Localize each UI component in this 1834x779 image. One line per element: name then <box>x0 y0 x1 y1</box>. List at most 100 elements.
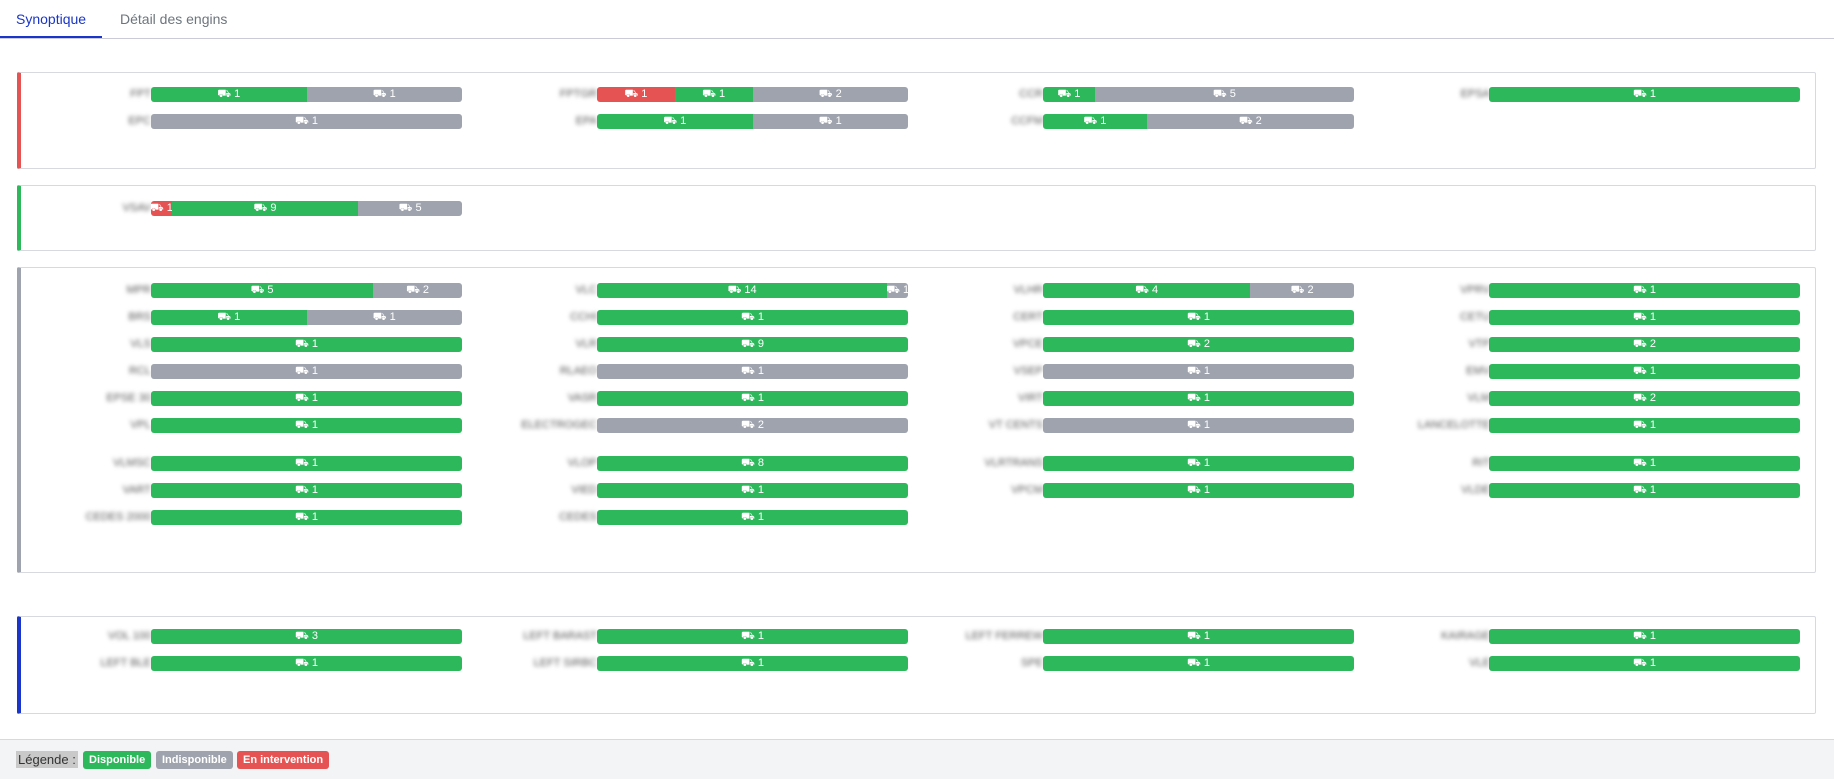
segment-intervention[interactable]: ⛟ 1 <box>597 87 675 102</box>
availability-bar[interactable]: ⛟ 5 ⛟ 2 <box>151 283 462 298</box>
segment-indisponible[interactable]: ⛟ 1 <box>1043 418 1354 433</box>
segment-disponible[interactable]: ⛟ 1 <box>1489 629 1800 644</box>
availability-bar[interactable]: ⛟ 1 ⛟ 9 ⛟ 5 <box>151 201 462 216</box>
availability-bar[interactable]: ⛟ 1 <box>151 418 462 433</box>
availability-bar[interactable]: ⛟ 1 <box>1489 418 1800 433</box>
availability-bar[interactable]: ⛟ 1 <box>597 483 908 498</box>
segment-disponible[interactable]: ⛟ 2 <box>1043 337 1354 352</box>
segment-disponible[interactable]: ⛟ 1 <box>151 456 462 471</box>
availability-bar[interactable]: ⛟ 2 <box>1489 391 1800 406</box>
segment-indisponible[interactable]: ⛟ 1 <box>306 310 462 325</box>
availability-bar[interactable]: ⛟ 1 <box>1489 656 1800 671</box>
availability-bar[interactable]: ⛟ 1 <box>597 629 908 644</box>
availability-bar[interactable]: ⛟ 1 <box>151 364 462 379</box>
segment-disponible[interactable]: ⛟ 1 <box>151 337 462 352</box>
availability-bar[interactable]: ⛟ 1 ⛟ 5 <box>1043 87 1354 102</box>
segment-disponible[interactable]: ⛟ 5 <box>151 283 374 298</box>
segment-indisponible[interactable]: ⛟ 1 <box>887 283 908 298</box>
availability-bar[interactable]: ⛟ 1 <box>151 456 462 471</box>
segment-disponible[interactable]: ⛟ 1 <box>1043 114 1147 129</box>
segment-disponible[interactable]: ⛟ 1 <box>151 87 307 102</box>
availability-bar[interactable]: ⛟ 8 <box>597 456 908 471</box>
availability-bar[interactable]: ⛟ 2 <box>1489 337 1800 352</box>
segment-disponible[interactable]: ⛟ 1 <box>1489 456 1800 471</box>
tab-synoptique[interactable]: Synoptique <box>0 0 103 38</box>
availability-bar[interactable]: ⛟ 1 ⛟ 2 <box>1043 114 1354 129</box>
segment-disponible[interactable]: ⛟ 1 <box>597 391 908 406</box>
segment-indisponible[interactable]: ⛟ 2 <box>373 283 462 298</box>
segment-disponible[interactable]: ⛟ 1 <box>1043 87 1095 102</box>
segment-indisponible[interactable]: ⛟ 1 <box>752 114 908 129</box>
segment-disponible[interactable]: ⛟ 4 <box>1043 283 1251 298</box>
availability-bar[interactable]: ⛟ 1 ⛟ 1 <box>597 114 908 129</box>
availability-bar[interactable]: ⛟ 1 <box>1489 483 1800 498</box>
availability-bar[interactable]: ⛟ 1 <box>151 483 462 498</box>
segment-disponible[interactable]: ⛟ 8 <box>597 456 908 471</box>
segment-indisponible[interactable]: ⛟ 1 <box>597 364 908 379</box>
segment-indisponible[interactable]: ⛟ 2 <box>1146 114 1354 129</box>
availability-bar[interactable]: ⛟ 1 <box>151 656 462 671</box>
availability-bar[interactable]: ⛟ 1 <box>151 510 462 525</box>
availability-bar[interactable]: ⛟ 1 <box>151 337 462 352</box>
segment-indisponible[interactable]: ⛟ 1 <box>1043 364 1354 379</box>
segment-disponible[interactable]: ⛟ 1 <box>151 310 307 325</box>
segment-disponible[interactable]: ⛟ 1 <box>1043 310 1354 325</box>
segment-disponible[interactable]: ⛟ 1 <box>1489 283 1800 298</box>
segment-disponible[interactable]: ⛟ 9 <box>597 337 908 352</box>
segment-disponible[interactable]: ⛟ 1 <box>1043 483 1354 498</box>
segment-intervention[interactable]: ⛟ 1 <box>151 201 172 216</box>
segment-disponible[interactable]: ⛟ 1 <box>1489 310 1800 325</box>
availability-bar[interactable]: ⛟ 1 <box>597 310 908 325</box>
availability-bar[interactable]: ⛟ 1 <box>597 656 908 671</box>
segment-indisponible[interactable]: ⛟ 2 <box>597 418 908 433</box>
segment-disponible[interactable]: ⛟ 1 <box>1489 364 1800 379</box>
segment-disponible[interactable]: ⛟ 1 <box>151 418 462 433</box>
segment-indisponible[interactable]: ⛟ 2 <box>1250 283 1354 298</box>
segment-disponible[interactable]: ⛟ 1 <box>1043 391 1354 406</box>
segment-disponible[interactable]: ⛟ 1 <box>597 483 908 498</box>
availability-bar[interactable]: ⛟ 1 <box>1489 310 1800 325</box>
segment-disponible[interactable]: ⛟ 1 <box>151 391 462 406</box>
availability-bar[interactable]: ⛟ 1 ⛟ 1 ⛟ 2 <box>597 87 908 102</box>
segment-disponible[interactable]: ⛟ 1 <box>1043 656 1354 671</box>
segment-indisponible[interactable]: ⛟ 5 <box>358 201 462 216</box>
segment-disponible[interactable]: ⛟ 1 <box>1489 656 1800 671</box>
tab-detail-engins[interactable]: Détail des engins <box>120 11 228 27</box>
availability-bar[interactable]: ⛟ 4 ⛟ 2 <box>1043 283 1354 298</box>
availability-bar[interactable]: ⛟ 1 <box>1043 310 1354 325</box>
segment-disponible[interactable]: ⛟ 1 <box>597 510 908 525</box>
availability-bar[interactable]: ⛟ 1 <box>1489 364 1800 379</box>
availability-bar[interactable]: ⛟ 1 <box>1043 391 1354 406</box>
segment-disponible[interactable]: ⛟ 1 <box>1043 456 1354 471</box>
segment-disponible[interactable]: ⛟ 1 <box>597 629 908 644</box>
availability-bar[interactable]: ⛟ 2 <box>1043 337 1354 352</box>
segment-indisponible[interactable]: ⛟ 1 <box>306 87 462 102</box>
segment-disponible[interactable]: ⛟ 9 <box>171 201 359 216</box>
availability-bar[interactable]: ⛟ 1 <box>1489 629 1800 644</box>
segment-indisponible[interactable]: ⛟ 1 <box>151 364 462 379</box>
availability-bar[interactable]: ⛟ 14 ⛟ 1 <box>597 283 908 298</box>
availability-bar[interactable]: ⛟ 1 ⛟ 1 <box>151 87 462 102</box>
availability-bar[interactable]: ⛟ 1 <box>597 391 908 406</box>
segment-disponible[interactable]: ⛟ 3 <box>151 629 462 644</box>
availability-bar[interactable]: ⛟ 1 <box>151 391 462 406</box>
availability-bar[interactable]: ⛟ 1 ⛟ 1 <box>151 310 462 325</box>
segment-disponible[interactable]: ⛟ 1 <box>1489 87 1800 102</box>
availability-bar[interactable]: ⛟ 1 <box>1489 283 1800 298</box>
segment-disponible[interactable]: ⛟ 2 <box>1489 391 1800 406</box>
availability-bar[interactable]: ⛟ 1 <box>1489 456 1800 471</box>
segment-disponible[interactable]: ⛟ 1 <box>674 87 753 102</box>
segment-disponible[interactable]: ⛟ 1 <box>151 483 462 498</box>
availability-bar[interactable]: ⛟ 1 <box>597 364 908 379</box>
availability-bar[interactable]: ⛟ 1 <box>1043 456 1354 471</box>
availability-bar[interactable]: ⛟ 1 <box>1043 629 1354 644</box>
availability-bar[interactable]: ⛟ 1 <box>597 510 908 525</box>
segment-disponible[interactable]: ⛟ 1 <box>151 510 462 525</box>
availability-bar[interactable]: ⛟ 1 <box>1489 87 1800 102</box>
availability-bar[interactable]: ⛟ 1 <box>1043 656 1354 671</box>
segment-disponible[interactable]: ⛟ 1 <box>597 310 908 325</box>
segment-indisponible[interactable]: ⛟ 5 <box>1094 87 1354 102</box>
segment-disponible[interactable]: ⛟ 1 <box>1489 483 1800 498</box>
segment-disponible[interactable]: ⛟ 1 <box>151 656 462 671</box>
availability-bar[interactable]: ⛟ 3 <box>151 629 462 644</box>
